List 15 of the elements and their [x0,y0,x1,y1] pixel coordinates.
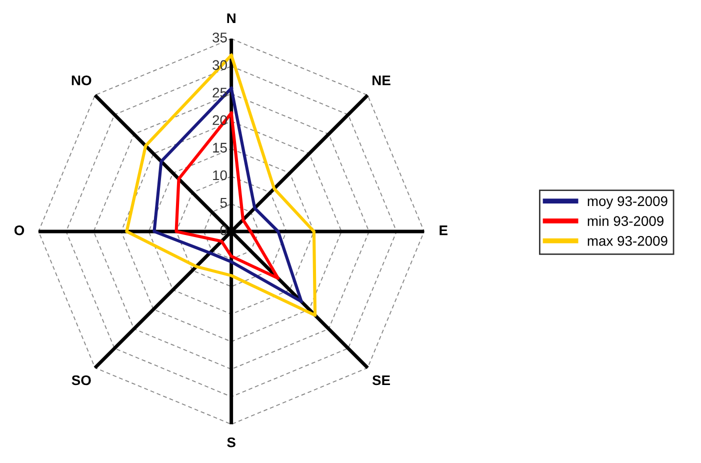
y-tick-label: 35 [212,32,227,42]
spoke-label: S [227,437,236,448]
spoke-label: NE [372,76,390,86]
legend-label: moy 93-2009 [588,196,668,209]
spoke-label: N [227,13,236,24]
legend-label: max 93-2009 [588,236,668,246]
spoke-label: SO [72,375,91,386]
legend-label: min 93-2009 [588,216,664,226]
y-tick-label: 15 [213,142,227,153]
y-tick-label: 5 [220,198,227,208]
spoke-label: NO [72,75,92,86]
spoke-label: E [440,226,448,236]
y-tick-label: 10 [213,170,227,180]
spoke-label: O [14,225,24,236]
spoke-label: SE [372,375,390,386]
